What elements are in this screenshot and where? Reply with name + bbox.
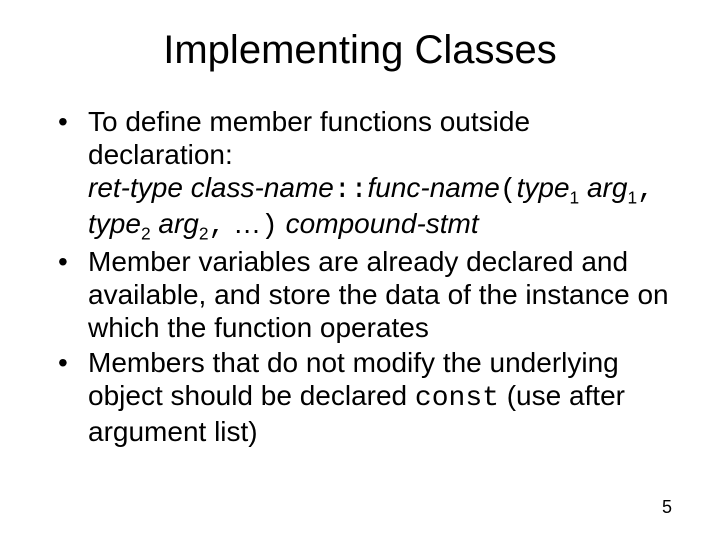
syntax-type2: type — [88, 208, 141, 239]
syntax-type1: type — [517, 172, 570, 203]
slide-title: Implementing Classes — [50, 28, 670, 73]
syntax-scope-op: :: — [334, 175, 368, 206]
syntax-type1-sub: 1 — [570, 188, 580, 208]
slide: Implementing Classes To define member fu… — [0, 0, 720, 540]
bullet-2-text: Member variables are already declared an… — [88, 246, 669, 343]
bullet-1-intro: To define member functions outside decla… — [88, 106, 530, 170]
syntax-ret-class: ret-type class-name — [88, 172, 334, 203]
page-number: 5 — [662, 497, 672, 518]
bullet-1: To define member functions outside decla… — [58, 105, 670, 243]
syntax-arg2: arg — [151, 208, 199, 239]
bullet-list: To define member functions outside decla… — [58, 105, 670, 448]
bullet-3: Members that do not modify the underlyin… — [58, 346, 670, 448]
syntax-arg2-sub: 2 — [199, 224, 209, 244]
syntax-type2-sub: 2 — [141, 224, 151, 244]
syntax-arg1: arg — [587, 172, 627, 203]
syntax-comma2: , — [209, 211, 226, 242]
bullet-2: Member variables are already declared an… — [58, 245, 670, 344]
syntax-func-name: func-name — [367, 172, 499, 203]
const-keyword: const — [415, 383, 499, 414]
syntax-lparen: ( — [500, 175, 517, 206]
syntax-compound-stmt: compound-stmt — [278, 208, 479, 239]
syntax-rparen: ) — [261, 211, 278, 242]
syntax-comma1: , — [637, 175, 654, 206]
syntax-ellipsis: … — [225, 208, 261, 239]
syntax-arg1-sub: 1 — [627, 188, 637, 208]
